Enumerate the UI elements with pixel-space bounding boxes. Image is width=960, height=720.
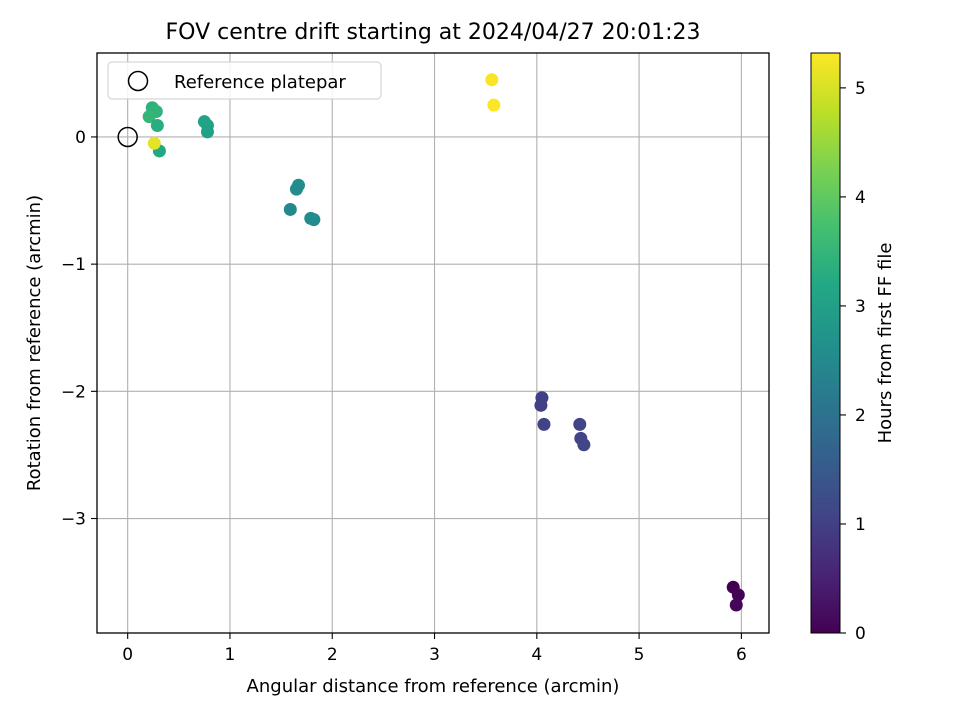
data-point xyxy=(147,136,161,150)
colorbar-tick-label: 1 xyxy=(855,515,866,535)
plot-frame xyxy=(96,52,770,634)
reference-marker xyxy=(117,126,138,148)
data-point xyxy=(534,398,548,412)
data-point xyxy=(577,438,591,452)
x-tick-label: 4 xyxy=(531,645,542,665)
legend: Reference platepar xyxy=(107,61,382,100)
y-axis-ticks: 0 −1 −2 −3 xyxy=(61,128,97,530)
data-point xyxy=(731,588,745,602)
data-point xyxy=(291,178,305,192)
data-point xyxy=(487,98,501,112)
colorbar-tick-label: 2 xyxy=(855,406,866,426)
y-axis-title: Rotation from reference (arcmin) xyxy=(24,195,45,491)
colorbar-tick-label: 5 xyxy=(855,79,866,99)
data-point xyxy=(307,213,321,227)
data-point xyxy=(283,202,297,216)
x-tick-label: 1 xyxy=(225,645,236,665)
data-points xyxy=(142,73,745,612)
data-point xyxy=(142,110,156,124)
x-tick-label: 6 xyxy=(736,645,747,665)
grid xyxy=(97,53,769,633)
reference-point xyxy=(117,126,138,148)
chart-title: FOV centre drift starting at 2024/04/27 … xyxy=(166,20,701,45)
y-tick-label: −1 xyxy=(61,255,86,275)
legend-label: Reference platepar xyxy=(174,72,346,93)
y-tick-label: 0 xyxy=(75,128,86,148)
x-tick-label: 5 xyxy=(634,645,645,665)
x-axis-ticks: 0 1 2 3 4 5 6 xyxy=(122,633,747,665)
x-axis-title: Angular distance from reference (arcmin) xyxy=(247,676,620,697)
x-tick-label: 3 xyxy=(429,645,440,665)
data-point xyxy=(537,417,551,431)
data-point xyxy=(150,119,164,132)
data-point xyxy=(573,417,587,431)
colorbar-tick-label: 4 xyxy=(855,188,866,208)
x-tick-label: 0 xyxy=(122,645,133,665)
data-point xyxy=(485,73,499,87)
colorbar-tick-label: 0 xyxy=(855,624,866,644)
legend-frame xyxy=(107,61,382,100)
y-tick-label: −2 xyxy=(61,382,86,402)
colorbar-title: Hours from first FF file xyxy=(875,243,896,444)
data-point xyxy=(200,125,214,139)
legend-marker xyxy=(127,70,149,92)
data-point xyxy=(729,598,743,612)
colorbar-tick-label: 3 xyxy=(855,297,866,317)
x-tick-label: 2 xyxy=(327,645,338,665)
y-tick-label: −3 xyxy=(61,510,86,530)
colorbar xyxy=(810,52,841,634)
colorbar-ticks: 0 1 2 3 4 5 xyxy=(840,79,866,644)
